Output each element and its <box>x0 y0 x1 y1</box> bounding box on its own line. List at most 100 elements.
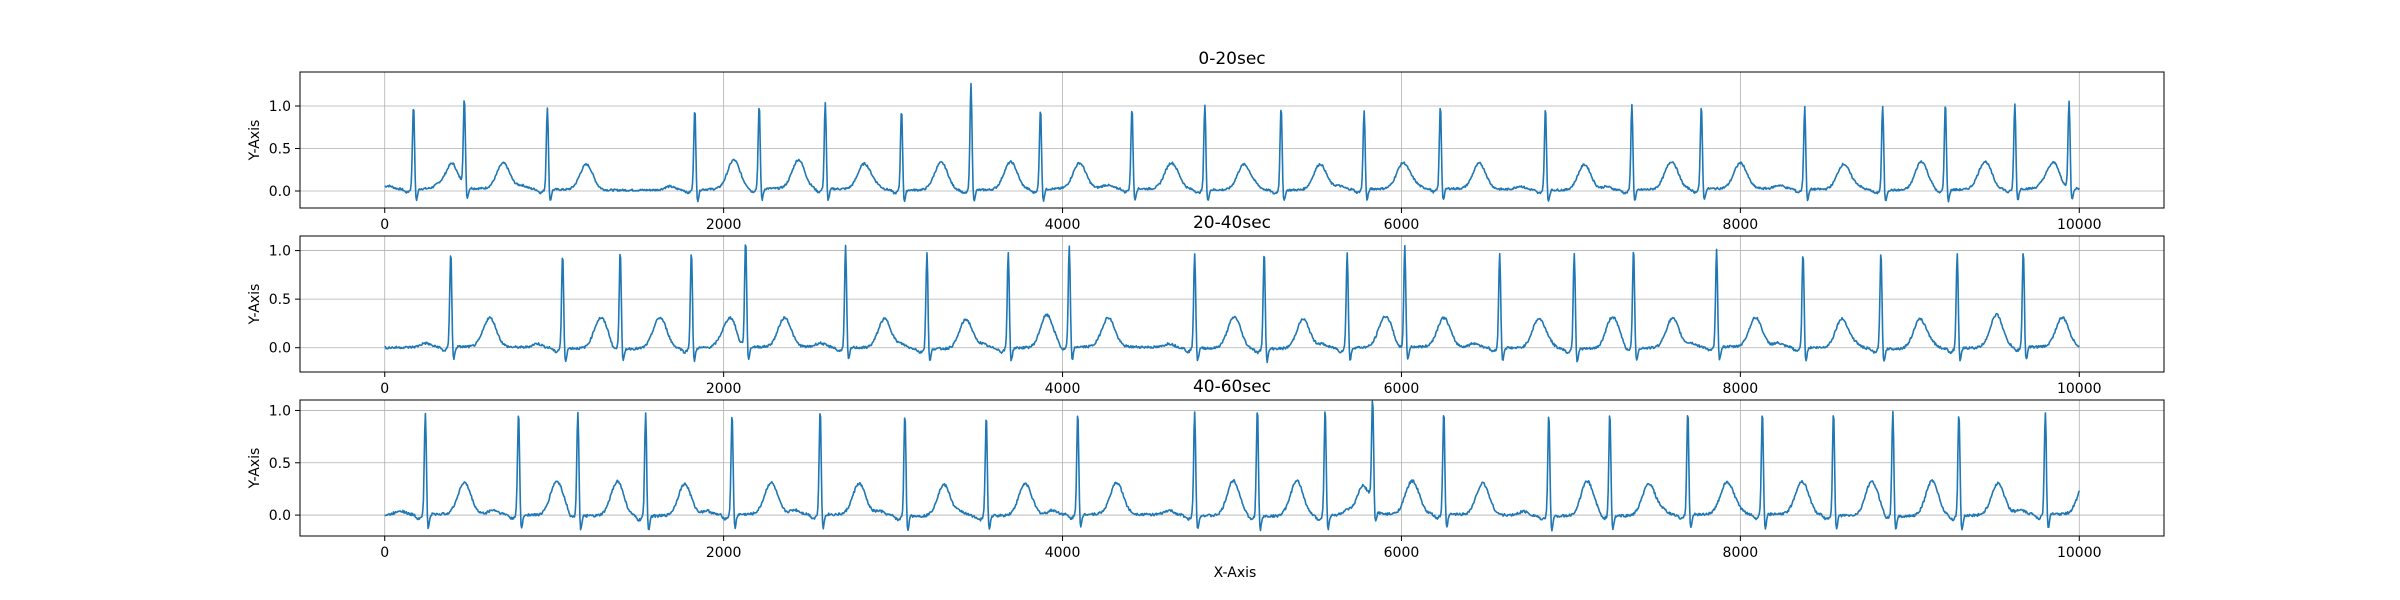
r-peak-point <box>1687 406 1689 408</box>
y-tick-label: 1.0 <box>269 99 291 115</box>
r-peak-point <box>904 407 906 409</box>
r-peak-point <box>413 102 415 104</box>
r-peak-point <box>819 405 821 407</box>
x-tick-label: 6000 <box>1384 545 1420 561</box>
y-tick-label: 0.5 <box>269 292 291 308</box>
ecg-series-line <box>384 400 2081 532</box>
x-tick-label: 4000 <box>1045 545 1081 561</box>
y-axis-label: Y-Axis <box>247 120 263 162</box>
r-peak-point <box>1363 107 1365 109</box>
r-peak-point <box>1716 247 1718 249</box>
axes-frame <box>299 235 2165 373</box>
y-tick-label: 1.0 <box>269 244 291 260</box>
r-peak-point <box>1077 407 1079 409</box>
x-tick-label: 10000 <box>2057 381 2102 397</box>
r-peak-point <box>1194 249 1196 251</box>
panels: 0 2000 4000 6000 8000 10000 0.0 0.5 1.0 0-20sec Y-… <box>247 49 2165 561</box>
r-peak-point <box>463 100 465 102</box>
r-peak-point <box>1007 248 1009 250</box>
r-peak-point <box>1194 407 1196 409</box>
r-peak-point <box>1263 246 1265 248</box>
r-peak-point <box>1439 102 1441 104</box>
r-peak-point <box>1700 102 1702 104</box>
r-peak-point <box>1833 407 1835 409</box>
x-tick-label: 10000 <box>2057 217 2102 233</box>
r-peak-point <box>690 247 692 249</box>
r-peak-point <box>1204 101 1206 103</box>
r-peak-point <box>645 407 647 409</box>
r-peak-point <box>1944 98 1946 100</box>
r-peak-point <box>1633 243 1635 245</box>
r-peak-point <box>2014 101 2016 103</box>
r-peak-point <box>758 102 760 104</box>
r-peak-point <box>1544 103 1546 105</box>
r-peak-point <box>619 245 621 247</box>
r-peak-point <box>562 250 564 252</box>
r-peak-point <box>1256 403 1258 405</box>
r-peak-point <box>2068 100 2070 102</box>
r-peak-point <box>745 238 747 240</box>
r-peak-point <box>1280 102 1282 104</box>
r-peak-point <box>518 407 520 409</box>
r-peak-point <box>546 103 548 105</box>
r-peak-point <box>577 406 579 408</box>
x-tick-label: 0 <box>380 545 389 561</box>
r-peak-point <box>1956 249 1958 251</box>
r-peak-point <box>1631 101 1633 103</box>
r-peak-point <box>1802 248 1804 250</box>
x-tick-label: 8000 <box>1723 545 1759 561</box>
r-peak-point <box>1131 104 1133 106</box>
r-peak-point <box>1499 249 1501 251</box>
y-axis-label: Y-Axis <box>247 284 263 326</box>
r-peak-point <box>926 248 928 250</box>
chart-title: 0-20sec <box>1198 49 1265 69</box>
x-tick-label: 4000 <box>1045 217 1081 233</box>
x-tick-label: 0 <box>380 217 389 233</box>
r-peak-point <box>450 248 452 250</box>
y-axis-label: Y-Axis <box>247 448 263 490</box>
ecg-series-line <box>384 82 2081 203</box>
x-tick-label: 2000 <box>706 217 742 233</box>
x-axis-label: X-Axis <box>1214 565 1257 581</box>
x-tick-label: 0 <box>380 381 389 397</box>
r-peak-point <box>1958 407 1960 409</box>
chart-panel-1: 0 2000 4000 6000 8000 10000 0.0 0.5 1.0 0-20sec Y-… <box>247 49 2165 233</box>
r-peak-point <box>1040 104 1042 106</box>
r-peak-point <box>970 78 972 80</box>
x-tick-label: 8000 <box>1723 217 1759 233</box>
ecg-series-line <box>384 244 2080 364</box>
x-tick-label: 2000 <box>706 381 742 397</box>
y-tick-label: 0.5 <box>269 142 291 158</box>
r-peak-point <box>1609 407 1611 409</box>
r-peak-point <box>694 104 696 106</box>
r-peak-point <box>1761 407 1763 409</box>
y-tick-label: 0.5 <box>269 456 291 472</box>
r-peak-point <box>845 242 847 244</box>
r-peak-point <box>1372 407 1374 409</box>
y-tick-label: 0.0 <box>269 184 291 200</box>
r-peak-point <box>424 409 426 411</box>
r-peak-point <box>985 409 987 411</box>
r-peak-point <box>1548 408 1550 410</box>
r-peak-point <box>2022 247 2024 249</box>
r-peak-point <box>1324 403 1326 405</box>
r-peak-point <box>1882 102 1884 104</box>
y-tick-label: 1.0 <box>269 403 291 419</box>
y-tick-label: 0.0 <box>269 508 291 524</box>
r-peak-point <box>824 100 826 102</box>
r-peak-point <box>1573 248 1575 250</box>
x-tick-label: 6000 <box>1384 217 1420 233</box>
chart-panel-2: 0 2000 4000 6000 8000 10000 0.0 0.5 1.0 20-40sec Y… <box>247 213 2165 397</box>
chart-panel-3: 0 2000 4000 6000 8000 10000 0.0 0.5 1.0 40-60sec Y… <box>247 377 2165 561</box>
axes-frame <box>299 71 2165 209</box>
chart-title: 20-40sec <box>1193 213 1271 233</box>
r-peak-point <box>1346 248 1348 250</box>
chart-title: 40-60sec <box>1193 377 1271 397</box>
x-tick-label: 2000 <box>706 545 742 561</box>
x-tick-label: 8000 <box>1723 381 1759 397</box>
x-tick-label: 4000 <box>1045 381 1081 397</box>
r-peak-point <box>901 105 903 107</box>
r-peak-point <box>731 408 733 410</box>
x-tick-label: 6000 <box>1384 381 1420 397</box>
r-peak-point <box>1804 103 1806 105</box>
